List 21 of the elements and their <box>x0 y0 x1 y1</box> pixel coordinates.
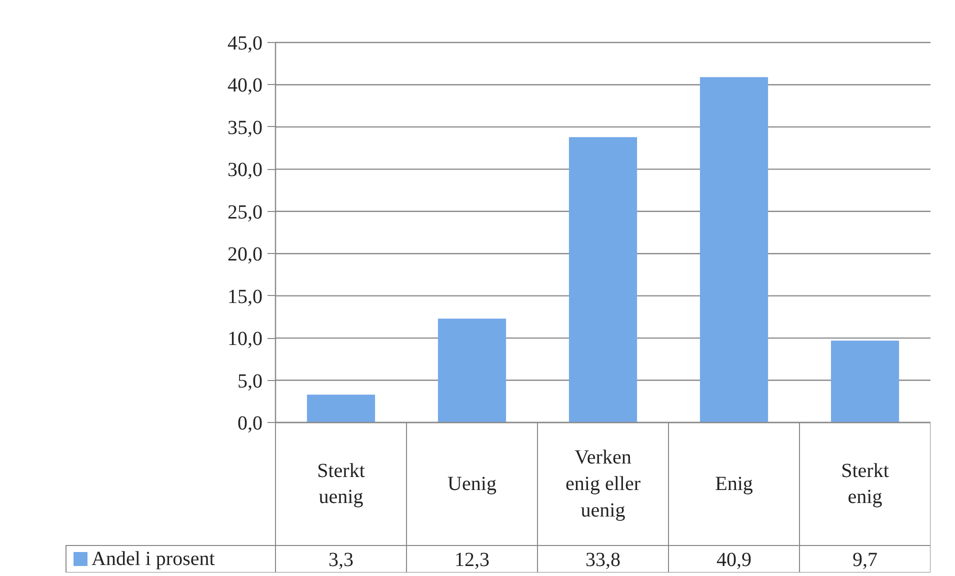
y-tick-label: 20,0 <box>228 244 262 266</box>
data-label: 9,7 <box>852 549 878 571</box>
data-label: 12,3 <box>454 549 490 571</box>
x-tick-label: Verken enig eller uenig <box>566 446 641 522</box>
y-tick-label: 15,0 <box>228 286 262 308</box>
y-tick-label: 5,0 <box>238 370 262 392</box>
data-label: 3,3 <box>328 549 354 571</box>
data-label: 33,8 <box>586 549 620 571</box>
data-label: 40,9 <box>716 549 752 571</box>
y-tick-label: 35,0 <box>228 116 262 139</box>
y-tick-label: 25,0 <box>228 201 262 224</box>
y-tick-label: 40,0 <box>228 74 262 97</box>
x-tick-label: Sterkt enig <box>841 460 890 508</box>
y-tick-label: 45,0 <box>228 32 262 54</box>
x-tick-label: Uenig <box>448 473 496 495</box>
y-tick-label: 0,0 <box>238 412 262 434</box>
x-tick-label: Enig <box>715 473 753 495</box>
y-tick-label: 10,0 <box>228 328 262 350</box>
x-tick-label: Sterkt uenig <box>317 460 366 508</box>
y-tick-label: 30,0 <box>228 159 262 182</box>
legend-label: Andel i prosent <box>92 548 216 570</box>
